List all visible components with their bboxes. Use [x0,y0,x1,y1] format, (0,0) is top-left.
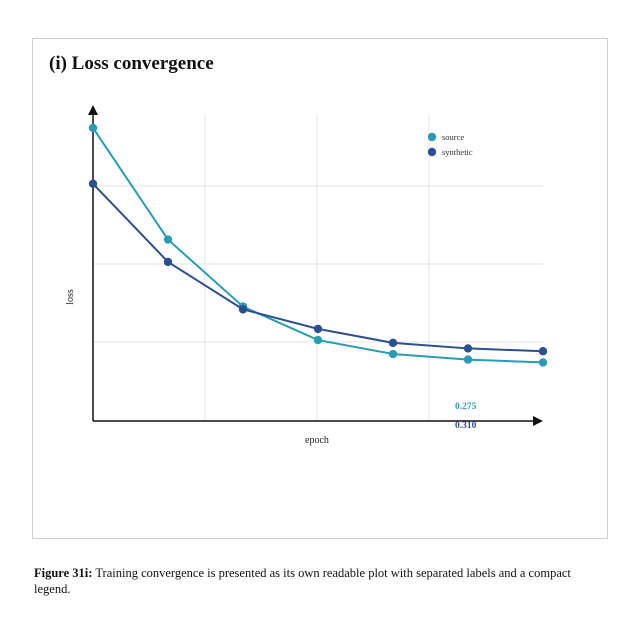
data-point-source [163,235,173,244]
loss-chart: epoch loss source synthetic 0.275 0.310 [65,105,548,446]
legend-label-synthetic: synthetic [442,147,473,157]
figure-panel: (i) Loss convergence epoch loss source synt… [32,38,608,539]
caption-text: Training convergence is presented as its… [34,566,571,596]
y-axis-label: loss [65,289,76,305]
data-point-synthetic [238,305,248,314]
data-point-source [313,335,323,345]
data-point-synthetic [463,344,473,353]
data-point-synthetic [388,338,398,348]
annotation-source: 0.275 [455,402,477,412]
data-point-source [88,123,98,133]
data-point-synthetic [163,257,173,267]
data-point-synthetic [88,179,98,188]
chart-title: (i) Loss convergence [49,53,214,74]
legend-marker-synthetic [427,147,437,157]
annotation-synthetic: 0.310 [455,421,477,431]
x-axis-label: epoch [305,435,329,446]
figure-caption: Figure 31i: Training convergence is pres… [34,565,608,597]
caption-label: Figure 31i: [34,566,93,580]
x-axis-arrow [533,416,543,426]
legend-marker-source [427,132,437,142]
data-point-source [463,355,473,364]
y-axis-arrow [88,105,98,115]
legend-label-source: source [442,132,464,142]
data-point-source [538,358,548,367]
data-point-source [388,349,398,359]
data-point-synthetic [313,324,323,334]
data-point-synthetic [538,347,548,356]
